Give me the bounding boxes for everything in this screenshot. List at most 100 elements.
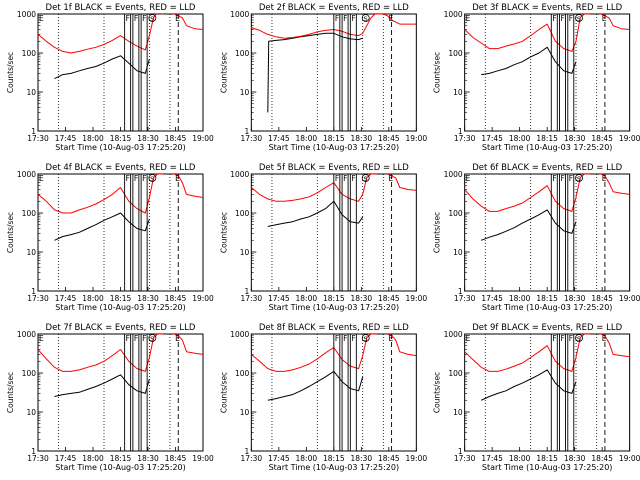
- x-axis-label: Start Time (10-Aug-03 17:25:20): [482, 303, 613, 312]
- panel-title: Det 6f BLACK = Events, RED = LLD: [472, 163, 622, 173]
- y-tick-label: 100: [448, 49, 463, 58]
- x-tick-label: 18:30: [137, 134, 159, 143]
- x-tick-label: 17:30: [241, 454, 263, 463]
- y-tick-label: 1: [245, 447, 250, 456]
- x-axis-label: Start Time (10-Aug-03 17:25:20): [55, 303, 186, 312]
- marker-label: F: [126, 14, 130, 23]
- marker-label: F: [569, 14, 573, 23]
- marker-circle: [148, 14, 157, 22]
- y-tick-label: 100: [448, 369, 463, 378]
- marker-label: F: [351, 14, 355, 23]
- y-axis-label: Counts/sec: [433, 52, 442, 93]
- marker-label: E: [466, 334, 471, 343]
- marker-circle: [575, 334, 583, 342]
- x-tick-label: 18:45: [378, 134, 400, 143]
- panel-det-9: Det 9f BLACK = Events, RED = LLD 1 10 100 10…: [433, 323, 640, 472]
- plot-area: [251, 174, 417, 291]
- marker-label: F: [134, 174, 138, 183]
- x-tick-label: 18:45: [165, 134, 187, 143]
- marker-label: F: [343, 14, 347, 23]
- x-tick-label: 18:15: [323, 454, 345, 463]
- y-tick-label: 10: [453, 248, 463, 257]
- marker-label: F: [569, 334, 573, 343]
- y-tick-label: 100: [22, 49, 37, 58]
- y-tick-label: 100: [22, 209, 37, 218]
- marker-circle: [361, 174, 370, 182]
- marker-label: S: [364, 175, 368, 183]
- x-axis-label: Start Time (10-Aug-03 17:25:20): [269, 143, 400, 152]
- marker-label: S: [364, 15, 368, 23]
- panel-title: Det 8f BLACK = Events, RED = LLD: [259, 323, 409, 333]
- x-tick-label: 18:15: [323, 134, 345, 143]
- marker-label: F: [126, 334, 130, 343]
- plot-area: [464, 334, 630, 451]
- y-tick-label: 10: [453, 408, 463, 417]
- series-events: [267, 32, 363, 113]
- marker-label: E: [388, 334, 393, 343]
- series-events: [481, 46, 577, 76]
- x-tick-label: 19:00: [406, 134, 428, 143]
- panel-title: Det 4f BLACK = Events, RED = LLD: [46, 163, 196, 173]
- plot-area: [464, 174, 630, 291]
- marker-label: S: [150, 15, 154, 23]
- x-tick-label: 17:30: [27, 294, 49, 303]
- x-tick-label: 18:15: [536, 134, 558, 143]
- marker-label: S: [364, 335, 368, 343]
- y-tick-label: 1000: [17, 10, 36, 19]
- panel-title: Det 3f BLACK = Events, RED = LLD: [472, 3, 622, 13]
- x-tick-label: 18:45: [591, 134, 613, 143]
- marker-label: E: [388, 174, 393, 183]
- panel-det-6: Det 6f BLACK = Events, RED = LLD 1 10 100 10…: [433, 163, 640, 312]
- y-tick-label: 1: [31, 127, 36, 136]
- marker-label: S: [577, 335, 581, 343]
- plot-area: [38, 334, 203, 451]
- marker-label: E: [39, 14, 44, 23]
- y-tick-label: 100: [235, 49, 250, 58]
- x-tick-label: 17:30: [27, 134, 49, 143]
- y-axis-label: Counts/sec: [219, 212, 228, 253]
- x-tick-label: 17:45: [481, 454, 503, 463]
- marker-label: E: [466, 174, 471, 183]
- panel-det-4: Det 4f BLACK = Events, RED = LLD 1 10 100 10…: [6, 163, 214, 312]
- series-lld: [251, 14, 417, 39]
- panel-det-7: Det 7f BLACK = Events, RED = LLD 1 10 100 10…: [6, 323, 214, 472]
- panel-title: Det 1f BLACK = Events, RED = LLD: [46, 3, 196, 13]
- series-lld: [251, 174, 417, 202]
- x-tick-label: 19:00: [192, 294, 214, 303]
- marker-label: F: [569, 174, 573, 183]
- marker-label: F: [335, 14, 339, 23]
- x-tick-label: 17:30: [241, 134, 263, 143]
- x-tick-label: 18:30: [564, 134, 586, 143]
- marker-label: F: [343, 334, 347, 343]
- y-tick-label: 1000: [17, 330, 36, 339]
- y-tick-label: 1: [458, 447, 463, 456]
- x-tick-label: 19:00: [619, 454, 640, 463]
- marker-label: F: [134, 14, 138, 23]
- marker-circle: [575, 14, 583, 22]
- x-tick-label: 18:30: [137, 294, 159, 303]
- marker-circle: [575, 174, 583, 182]
- x-tick-label: 18:45: [378, 294, 400, 303]
- y-tick-label: 1000: [230, 330, 249, 339]
- plot-area: [38, 14, 203, 131]
- x-axis-label: Start Time (10-Aug-03 17:25:20): [269, 463, 400, 472]
- marker-circle: [148, 334, 157, 342]
- panel-title: Det 9f BLACK = Events, RED = LLD: [472, 323, 622, 333]
- marker-label: F: [142, 334, 146, 343]
- y-tick-label: 1: [458, 127, 463, 136]
- marker-label: F: [552, 174, 556, 183]
- x-tick-label: 19:00: [406, 294, 428, 303]
- panel-title: Det 7f BLACK = Events, RED = LLD: [46, 323, 196, 333]
- x-tick-label: 18:15: [110, 454, 132, 463]
- marker-label: F: [335, 334, 339, 343]
- plot-area: [251, 14, 417, 131]
- marker-label: F: [552, 14, 556, 23]
- x-tick-label: 17:45: [268, 454, 290, 463]
- marker-label: E: [39, 334, 44, 343]
- y-axis-label: Counts/sec: [6, 52, 15, 93]
- x-tick-label: 19:00: [619, 134, 640, 143]
- series-lld: [251, 334, 417, 372]
- y-axis-label: Counts/sec: [6, 372, 15, 413]
- marker-label: E: [175, 174, 180, 183]
